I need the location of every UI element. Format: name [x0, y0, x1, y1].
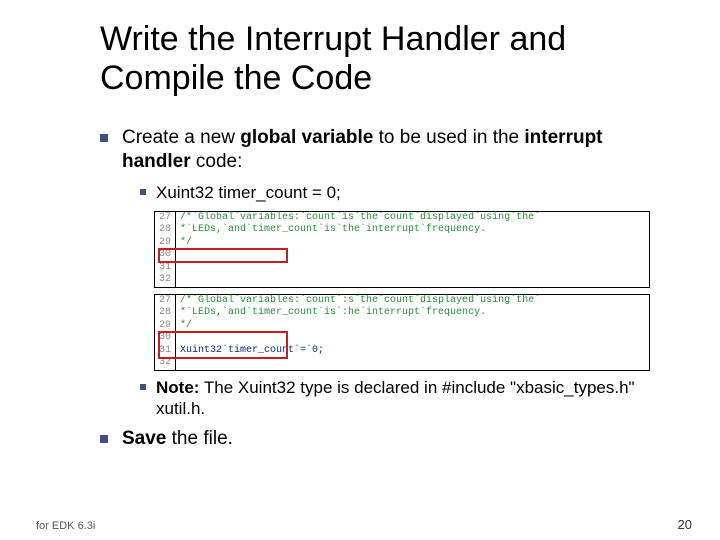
lineno: 32	[157, 357, 173, 370]
text-bold: Note:	[156, 378, 199, 397]
lineno: 27	[157, 295, 173, 308]
subbullet2-text: Note: The Xuint32 type is declared in #i…	[156, 377, 650, 420]
lineno: 31	[157, 262, 173, 275]
highlight-box-icon	[158, 248, 288, 263]
bullet-square-icon	[100, 435, 108, 443]
bullet-level2: Note: The Xuint32 type is declared in #i…	[140, 377, 650, 420]
comment-line: /*`Global`variables:`count`is`the`count`…	[180, 212, 540, 223]
bullet-level1: Create a new global variable to be used …	[100, 126, 650, 174]
bullet-square-icon	[140, 384, 146, 390]
comment-line: *`LEDs,`and`timer_count`is`the`interrupt…	[180, 224, 486, 235]
highlight-box-icon	[158, 331, 288, 359]
bullet1-text: Create a new global variable to be used …	[122, 126, 650, 174]
comment-line: *`LEDs,`and`timer_count`is`:he`interrupt…	[180, 307, 486, 318]
lineno: 27	[157, 212, 173, 225]
text-bold: global variable	[240, 127, 373, 148]
comment-line: /*`Global`variables:`count`:s`the`count`…	[180, 295, 540, 306]
subbullet1-text: Xuint32 timer_count = 0;	[156, 182, 341, 203]
bullet-square-icon	[100, 134, 108, 142]
lineno: 28	[157, 224, 173, 237]
text: to be used in the	[373, 127, 524, 148]
text: The Xuint32 type is declared in #include…	[156, 378, 635, 418]
lineno: 28	[157, 307, 173, 320]
bullet3-text: Save the file.	[122, 427, 233, 451]
slide-number: 20	[678, 517, 692, 532]
text: code:	[191, 151, 243, 172]
footer-left: for EDK 6.3i	[36, 520, 95, 532]
slide: Write the Interrupt Handler and Compile …	[0, 0, 720, 469]
text: the file.	[166, 428, 233, 449]
text: Create a new	[122, 127, 240, 148]
lineno: 32	[157, 274, 173, 287]
bullet-level2: Xuint32 timer_count = 0;	[140, 182, 650, 203]
codeblock2-wrapper: 27 28 29 30 31 32 /*`Global`variables:`c…	[100, 294, 650, 371]
comment-line: */	[180, 237, 192, 248]
comment-line: */	[180, 320, 192, 331]
slide-title: Write the Interrupt Handler and Compile …	[100, 20, 650, 98]
codeblock1-wrapper: 27 28 29 30 31 32 /*`Global`variables:`c…	[100, 211, 650, 288]
bullet-level1: Save the file.	[100, 427, 650, 451]
text-bold: Save	[122, 428, 166, 449]
bullet-square-icon	[140, 189, 146, 195]
